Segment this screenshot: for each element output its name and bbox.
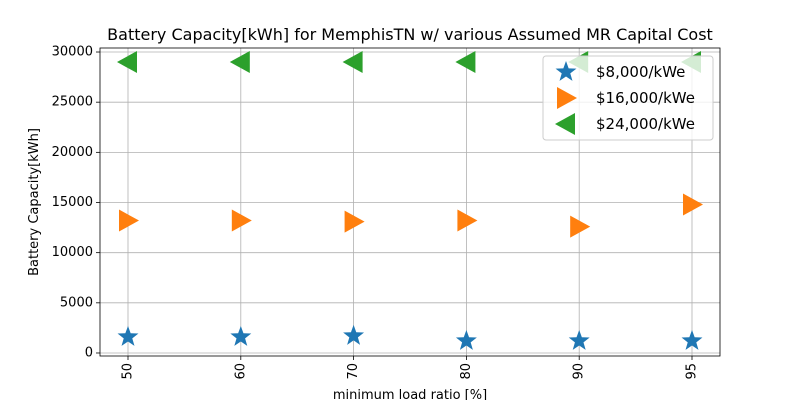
chart-title: Battery Capacity[kWh] for MemphisTN w/ v… xyxy=(107,25,713,44)
x-tick-label: 60 xyxy=(233,363,248,380)
legend-marker xyxy=(557,87,577,109)
y-tick-label: 0 xyxy=(85,345,93,360)
legend-label: $24,000/kWe xyxy=(596,115,695,133)
data-point xyxy=(455,51,476,74)
data-point xyxy=(568,329,590,350)
data-point xyxy=(344,210,365,233)
data-point xyxy=(343,324,365,345)
legend-box xyxy=(542,55,714,141)
x-axis: 50 60 70 80 90 95 xyxy=(121,356,700,380)
data-point xyxy=(457,209,478,232)
y-tick-label: 25000 xyxy=(52,95,93,110)
data-point xyxy=(230,325,252,346)
data-point xyxy=(681,329,703,350)
y-tick-label: 30000 xyxy=(52,45,93,60)
data-point xyxy=(570,215,591,238)
data-point xyxy=(342,51,363,74)
x-tick-label: 95 xyxy=(685,363,700,380)
y-tick-label: 20000 xyxy=(52,145,93,160)
data-point xyxy=(117,51,137,74)
y-axis-label: Battery Capacity[kWh] xyxy=(27,128,42,276)
legend-marker xyxy=(555,113,575,135)
x-axis-label: minimum load ratio [%] xyxy=(333,388,487,400)
data-point xyxy=(683,193,703,216)
y-tick-label: 10000 xyxy=(52,245,93,260)
plot-frame xyxy=(99,47,721,357)
x-tick-label: 80 xyxy=(459,363,474,380)
y-axis: 0 5000 10000 15000 20000 25000 30000 xyxy=(52,45,100,360)
y-tick-label: 5000 xyxy=(60,295,93,310)
y-tick-label: 15000 xyxy=(52,195,93,210)
x-tick-label: 70 xyxy=(346,363,361,380)
legend: $8,000/kWe $16,000/kWe $24,000/kWe xyxy=(542,55,714,141)
data-point xyxy=(119,209,139,232)
data-point xyxy=(455,329,477,350)
legend-label: $16,000/kWe xyxy=(596,89,695,107)
legend-marker xyxy=(555,61,577,81)
data-point xyxy=(231,209,252,232)
x-tick-label: 90 xyxy=(572,363,587,380)
data-point xyxy=(117,325,139,346)
x-tick-label: 50 xyxy=(121,363,136,380)
data-point xyxy=(229,51,250,74)
legend-label: $8,000/kWe xyxy=(596,63,685,81)
